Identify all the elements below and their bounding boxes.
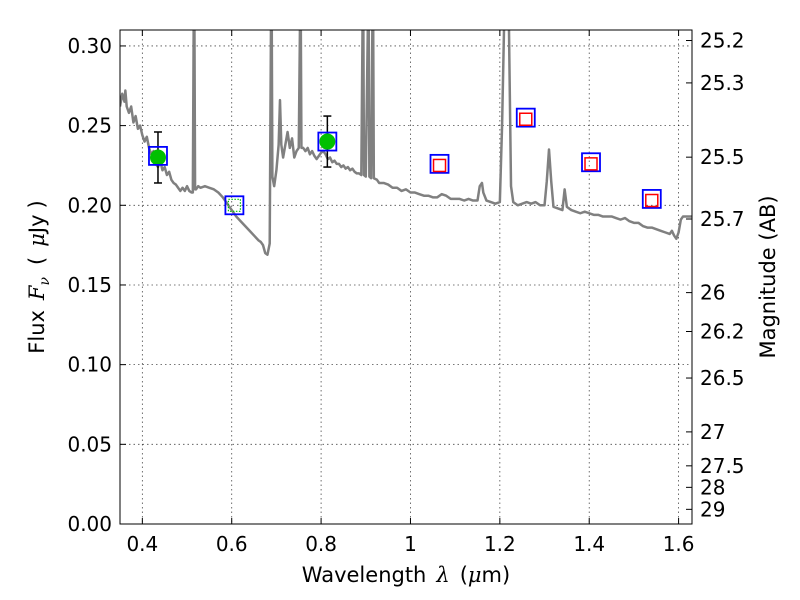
x-tick-label: 1.2	[484, 532, 516, 556]
upper-limit-points	[227, 198, 241, 212]
x-axis-ticks: 0.4 0.6 0.8 1 1.2 1.4 1.6	[126, 30, 695, 556]
y2-tick-label: 25.2	[700, 29, 745, 53]
observed-point	[319, 133, 336, 150]
y2-tick-label: 25.5	[700, 145, 745, 169]
predicted-boxes	[432, 112, 659, 208]
bandpass-box	[224, 195, 245, 216]
x-axis-label: Wavelength λ (μm)	[302, 563, 510, 587]
y-tick-label: 0.25	[67, 114, 112, 138]
x-tick-label: 0.6	[216, 532, 248, 556]
predicted-box	[584, 157, 598, 171]
y2-tick-label: 25.7	[700, 207, 745, 231]
y2-tick-label: 25.3	[700, 71, 745, 95]
bandpass-box	[641, 189, 662, 209]
predicted-box	[645, 193, 659, 208]
y-axis-label: FluxFν(μJy)	[25, 200, 53, 353]
y2-tick-label: 26	[700, 281, 725, 305]
y-tick-label: 0.00	[67, 512, 112, 536]
y2-tick-label: 26.5	[700, 366, 745, 390]
y2-axis-label: Magnitude (AB)	[756, 195, 780, 358]
x-tick-label: 1.6	[663, 532, 695, 556]
bandpass-box	[429, 153, 450, 174]
observed-point	[149, 149, 166, 166]
observed-points	[149, 133, 336, 166]
model-spectrum-line	[120, 30, 692, 256]
y2-tick-label: 26.2	[700, 319, 745, 343]
x-tick-label: 1	[404, 532, 417, 556]
x-tick-label: 1.4	[573, 532, 605, 556]
bandpass-box	[515, 107, 536, 128]
predicted-box	[519, 112, 533, 126]
y-tick-label: 0.05	[67, 432, 112, 456]
bandpass-boxes	[148, 107, 662, 216]
plot-frame	[119, 29, 693, 525]
y-tick-label: 0.10	[67, 353, 112, 377]
upper-limit-box	[227, 198, 241, 212]
x-tick-label: 0.8	[305, 532, 337, 556]
x-tick-label: 0.4	[126, 532, 158, 556]
y-tick-label: 0.15	[67, 273, 112, 297]
predicted-box	[432, 158, 447, 173]
bandpass-box	[581, 152, 601, 173]
y2-tick-label: 29	[700, 497, 725, 521]
bandpass-box	[317, 131, 338, 152]
y2-tick-label: 27.5	[700, 454, 745, 478]
y-tick-label: 0.20	[67, 193, 112, 217]
y-tick-label: 0.30	[67, 34, 112, 58]
bandpass-box	[148, 145, 168, 166]
y-axis-ticks: 0.00 0.05 0.10 0.15 0.20 0.25 0.30	[67, 34, 126, 536]
grid	[120, 30, 692, 525]
y2-tick-label: 28	[700, 475, 725, 499]
y2-tick-label: 27	[700, 420, 725, 444]
